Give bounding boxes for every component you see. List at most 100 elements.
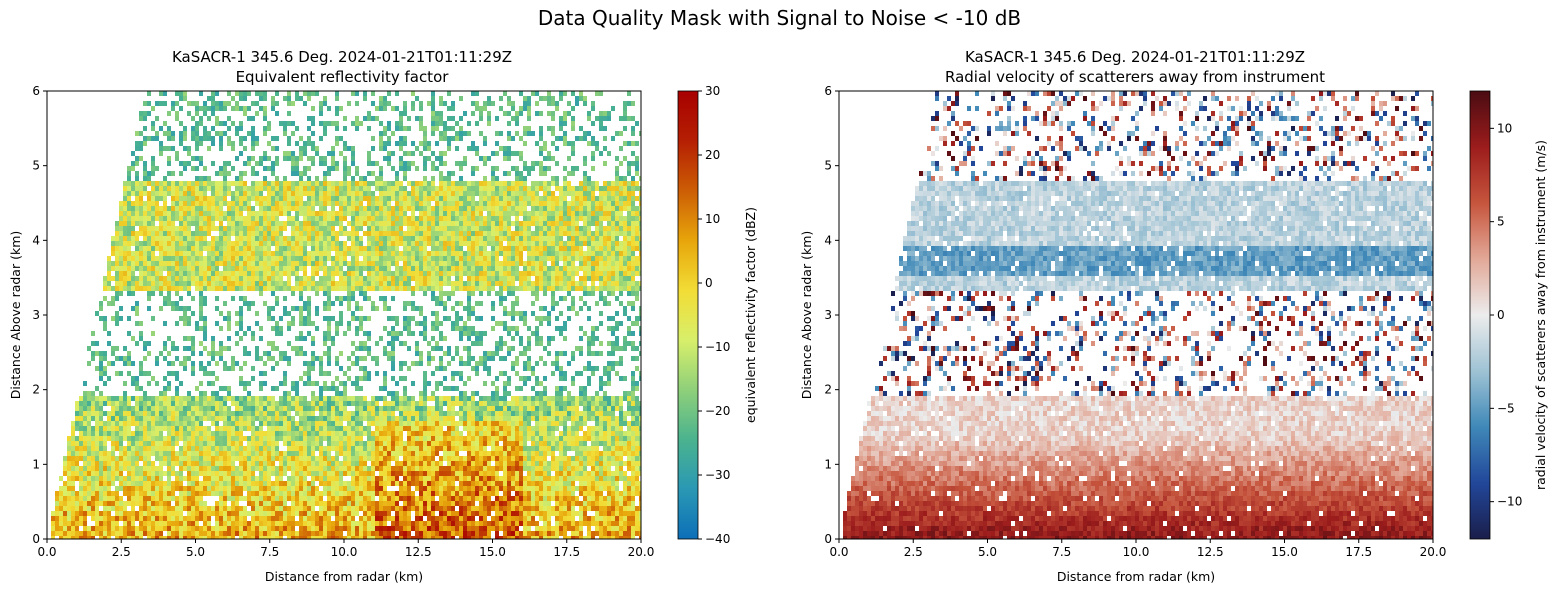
reflectivity-cell — [479, 241, 483, 246]
reflectivity-cell — [391, 166, 395, 171]
reflectivity-cell — [135, 141, 139, 146]
reflectivity-cell — [439, 161, 443, 166]
reflectivity-cell — [531, 291, 535, 296]
reflectivity-cell — [287, 341, 291, 346]
reflectivity-cell — [435, 221, 439, 226]
reflectivity-cell — [123, 346, 127, 351]
reflectivity-cell — [587, 111, 591, 116]
reflectivity-cell — [467, 326, 471, 331]
reflectivity-cell — [591, 366, 595, 371]
reflectivity-cell — [487, 366, 491, 371]
reflectivity-cell — [151, 126, 155, 131]
reflectivity-cell — [279, 241, 283, 246]
reflectivity-cell — [471, 286, 475, 291]
reflectivity-cell — [355, 261, 359, 266]
reflectivity-cell — [235, 201, 239, 206]
reflectivity-cell — [419, 356, 423, 361]
reflectivity-cell — [135, 381, 139, 386]
reflectivity-cell — [343, 146, 347, 151]
reflectivity-cell — [287, 216, 291, 221]
reflectivity-cell — [419, 401, 423, 406]
reflectivity-cell — [619, 256, 623, 261]
reflectivity-cell — [391, 391, 395, 396]
reflectivity-cell — [439, 381, 443, 386]
reflectivity-cell — [503, 326, 507, 331]
reflectivity-cell — [591, 236, 595, 241]
reflectivity-cell — [607, 376, 611, 381]
reflectivity-cell — [347, 211, 351, 216]
reflectivity-cell — [171, 146, 175, 151]
reflectivity-cell — [307, 316, 311, 321]
reflectivity-cell — [395, 261, 399, 266]
reflectivity-cell — [167, 251, 171, 256]
reflectivity-cell — [207, 241, 211, 246]
reflectivity-cell — [355, 271, 359, 276]
reflectivity-cell — [519, 261, 523, 266]
reflectivity-cell — [351, 161, 355, 166]
reflectivity-cell — [119, 241, 123, 246]
reflectivity-cell — [411, 256, 415, 261]
reflectivity-cell — [307, 181, 311, 186]
reflectivity-cell — [399, 141, 403, 146]
reflectivity-cell — [151, 331, 155, 336]
reflectivity-cell — [379, 186, 383, 191]
reflectivity-cell — [255, 201, 259, 206]
reflectivity-cell — [143, 256, 147, 261]
reflectivity-cell — [543, 256, 547, 261]
reflectivity-cell — [355, 211, 359, 216]
reflectivity-cell — [211, 266, 215, 271]
reflectivity-cell — [435, 321, 439, 326]
reflectivity-cell — [147, 281, 151, 286]
reflectivity-cell — [611, 231, 615, 236]
reflectivity-cell — [531, 311, 535, 316]
reflectivity-cell — [499, 281, 503, 286]
reflectivity-cell — [183, 136, 187, 141]
reflectivity-cell — [283, 306, 287, 311]
reflectivity-cell — [255, 401, 259, 406]
reflectivity-cell — [491, 201, 495, 206]
reflectivity-cell — [299, 226, 303, 231]
reflectivity-cell — [543, 146, 547, 151]
reflectivity-cell — [447, 346, 451, 351]
reflectivity-cell — [231, 196, 235, 201]
reflectivity-cell — [247, 226, 251, 231]
reflectivity-cell — [539, 171, 543, 176]
reflectivity-cell — [443, 121, 447, 126]
reflectivity-cell — [263, 231, 267, 236]
reflectivity-cell — [135, 246, 139, 251]
reflectivity-cell — [147, 136, 151, 141]
reflectivity-cell — [191, 251, 195, 256]
reflectivity-cell — [147, 276, 151, 281]
reflectivity-cell — [459, 201, 463, 206]
reflectivity-cell — [171, 401, 175, 406]
reflectivity-cell — [611, 221, 615, 226]
reflectivity-cell — [307, 241, 311, 246]
reflectivity-cell — [499, 246, 503, 251]
reflectivity-cell — [479, 201, 483, 206]
reflectivity-cell — [423, 241, 427, 246]
reflectivity-cell — [435, 311, 439, 316]
reflectivity-cell — [427, 201, 431, 206]
reflectivity-cell — [315, 221, 319, 226]
reflectivity-cell — [151, 196, 155, 201]
reflectivity-cell — [411, 381, 415, 386]
reflectivity-cell — [539, 246, 543, 251]
reflectivity-cell — [299, 281, 303, 286]
reflectivity-cell — [639, 316, 641, 321]
reflectivity-cell — [163, 281, 167, 286]
reflectivity-cell — [215, 216, 219, 221]
reflectivity-cell — [635, 166, 639, 171]
reflectivity-cell — [299, 351, 303, 356]
reflectivity-cell — [343, 331, 347, 336]
reflectivity-cell — [519, 226, 523, 231]
reflectivity-cell — [583, 301, 587, 306]
reflectivity-cell — [535, 186, 539, 191]
reflectivity-cell — [583, 206, 587, 211]
reflectivity-cell — [411, 241, 415, 246]
reflectivity-cell — [215, 261, 219, 266]
reflectivity-cell — [631, 241, 635, 246]
reflectivity-cell — [543, 361, 547, 366]
reflectivity-cell — [191, 196, 195, 201]
reflectivity-cell — [383, 296, 387, 301]
reflectivity-cell — [559, 271, 563, 276]
